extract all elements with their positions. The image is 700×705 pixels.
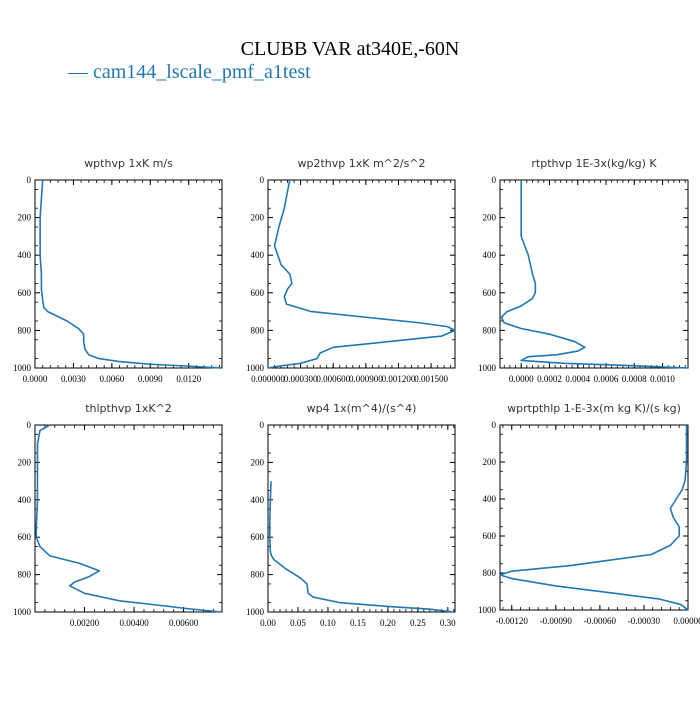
y-tick-label: 600 (483, 288, 497, 298)
y-tick-label: 600 (251, 532, 265, 542)
series-line (500, 180, 689, 369)
series-line (39, 179, 221, 369)
y-tick-label: 0 (27, 420, 32, 430)
y-tick-label: 200 (251, 213, 265, 223)
plot-frame (34, 424, 223, 613)
x-tick-label: 0.000900 (349, 374, 383, 384)
y-tick-label: 400 (251, 495, 265, 505)
y-tick-label: 600 (18, 288, 32, 298)
y-tick-label: 800 (251, 325, 265, 335)
y-tick-label: 400 (483, 494, 497, 504)
x-tick-label: 0.0006 (594, 374, 619, 384)
y-tick-label: 600 (18, 532, 32, 542)
x-tick-label: -0.00030 (628, 616, 661, 626)
panel-title: thlpthvp 1xK^2 (85, 402, 172, 415)
x-tick-label: 0.00000 (673, 616, 700, 626)
y-tick-label: 1000 (13, 607, 32, 617)
panel-2: wp2thvp 1xK m^2/s^2020040060080010000.00… (246, 157, 456, 384)
x-tick-label: 0.000600 (316, 374, 350, 384)
panel-title: rtpthvp 1E-3x(kg/kg) K (531, 157, 657, 170)
x-tick-label: 0.00 (260, 618, 276, 628)
x-tick-label: 0.0120 (176, 374, 201, 384)
plot-frame (499, 179, 689, 369)
y-tick-label: 800 (483, 568, 497, 578)
x-tick-label: 0.20 (380, 618, 396, 628)
x-tick-label: -0.00060 (584, 616, 617, 626)
figure-title: CLUBB VAR at340E,-60N (241, 38, 460, 60)
y-tick-label: 200 (18, 457, 32, 467)
y-tick-label: 800 (18, 570, 32, 580)
y-tick-label: 1000 (478, 363, 497, 373)
plot-frame (499, 424, 689, 611)
y-tick-label: 0 (492, 175, 497, 185)
y-tick-label: 200 (251, 457, 265, 467)
y-tick-label: 200 (483, 457, 497, 467)
x-tick-label: 0.00600 (169, 618, 199, 628)
x-tick-label: 0.05 (290, 618, 306, 628)
panel-3: rtpthvp 1E-3x(kg/kg) K 0 200 400 600 800 1000 0… (478, 157, 689, 384)
y-tick-label: 0 (260, 175, 265, 185)
x-tick-label: 0.0008 (622, 374, 647, 384)
y-tick-label: 400 (18, 250, 32, 260)
plot-frame (34, 179, 223, 369)
x-tick-label: 0.0090 (138, 374, 163, 384)
y-tick-label: 200 (18, 213, 32, 223)
y-tick-label: 400 (18, 495, 32, 505)
x-tick-label: 0.00400 (119, 618, 149, 628)
panel-title: wpthvp 1xK m/s (84, 157, 173, 170)
x-tick-label: 0.00200 (70, 618, 100, 628)
y-tick-label: 800 (251, 570, 265, 580)
y-tick-label: 1000 (13, 363, 32, 373)
x-tick-label: 0.0030 (61, 374, 86, 384)
x-tick-label: 0.0000 (23, 374, 48, 384)
panel-title: wp2thvp 1xK m^2/s^2 (297, 157, 425, 170)
y-tick-label: 0 (260, 420, 265, 430)
series-line (267, 179, 456, 369)
y-tick-label: 600 (251, 288, 265, 298)
y-tick-label: 400 (251, 250, 265, 260)
y-tick-label: 400 (483, 250, 497, 260)
series-line (499, 425, 689, 611)
x-tick-label: 0.001200 (382, 374, 416, 384)
y-tick-label: 0 (492, 420, 497, 430)
panel-title: wprtpthlp 1-E-3x(m kg K)/(s kg) (507, 402, 681, 415)
panel-6: wprtpthlp 1-E-3x(m kg K)/(s kg) 0 200 400 60… (478, 402, 700, 626)
x-tick-label: 0.15 (350, 618, 366, 628)
legend-entry: — cam144_lscale_pmf_a1test (67, 61, 311, 83)
series-line (35, 424, 221, 613)
x-tick-label: 0.000300 (284, 374, 318, 384)
series-line (268, 481, 454, 613)
plot-frame (267, 179, 456, 369)
x-tick-label: 0.000000 (251, 374, 285, 384)
y-tick-label: 1000 (478, 605, 497, 615)
x-tick-label: 0.25 (410, 618, 426, 628)
x-tick-label: 0.30 (440, 618, 456, 628)
y-tick-label: 600 (483, 531, 497, 541)
y-tick-label: 0 (27, 175, 32, 185)
y-tick-label: 800 (483, 325, 497, 335)
x-tick-label: 0.0060 (99, 374, 124, 384)
y-tick-label: 200 (483, 213, 497, 223)
y-tick-label: 1000 (246, 607, 265, 617)
x-tick-label: -0.00120 (496, 616, 529, 626)
x-tick-label: 0.0000 (509, 374, 534, 384)
x-tick-label: 0.0002 (537, 374, 562, 384)
x-tick-label: 0.10 (320, 618, 336, 628)
plot-frame (267, 424, 456, 613)
x-tick-label: -0.00090 (540, 616, 573, 626)
y-tick-label: 1000 (246, 363, 265, 373)
y-tick-label: 800 (18, 325, 32, 335)
panel-4: thlpthvp 1xK^2 0 200 400 600 800 1000 0.00200 0.… (13, 402, 223, 628)
x-tick-label: 0.0010 (650, 374, 675, 384)
panel-title: wp4 1x(m^4)/(s^4) (307, 402, 417, 415)
x-tick-label: 0.0004 (565, 374, 590, 384)
x-tick-label: 0.001500 (414, 374, 448, 384)
